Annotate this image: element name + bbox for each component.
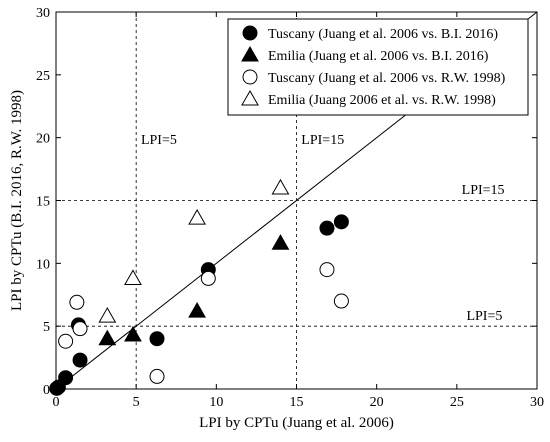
data-point-series-1 (58, 370, 74, 386)
legend: Tuscany (Juang et al. 2006 vs. B.I. 2016… (227, 18, 529, 116)
y-tick-label: 30 (36, 6, 50, 21)
legend-label-2: Emilia (Juang et al. 2006 vs. B.I. 2016) (268, 49, 489, 64)
data-points (49, 178, 349, 396)
threshold-annotation: LPI=15 (462, 183, 505, 198)
x-tick-label: 25 (450, 395, 464, 410)
x-tick-label: 0 (53, 395, 60, 410)
y-tick-label: 0 (43, 383, 50, 398)
data-point-series-3 (72, 321, 88, 337)
x-axis-title: LPI by CPTu (Juang et al. 2006) (199, 415, 394, 431)
data-point-series-4 (271, 178, 290, 195)
data-point-series-2 (124, 325, 142, 342)
data-point-series-3 (200, 270, 216, 286)
y-tick-label: 5 (43, 320, 50, 335)
threshold-annotation: LPI=5 (466, 309, 502, 324)
threshold-annotation: LPI=5 (141, 133, 177, 148)
x-tick-label: 5 (133, 395, 140, 410)
data-point-series-4 (188, 209, 207, 225)
legend-marker-3 (242, 69, 258, 85)
data-point-series-3 (333, 293, 349, 309)
annotations: LPI=5 LPI=15 LPI=15 LPI=5 (141, 133, 505, 324)
data-point-series-4 (124, 269, 142, 285)
legend-label-3: Tuscany (Juang et al. 2006 vs. R.W. 1998… (268, 71, 506, 86)
y-axis-title: LPI by CPTu (B.I. 2016, R.W. 1998) (9, 90, 25, 311)
legend-marker-1 (242, 25, 258, 41)
x-tick-label: 10 (209, 395, 223, 410)
x-tick-label: 20 (370, 395, 384, 410)
x-tick-label: 30 (530, 395, 544, 410)
legend-box (227, 18, 529, 116)
y-tick-label: 15 (36, 195, 50, 210)
y-tick-label: 20 (36, 132, 50, 147)
data-point-series-3 (69, 294, 85, 310)
y-tick-label: 10 (36, 257, 50, 272)
legend-marker-2 (241, 45, 259, 62)
y-tick-label: 25 (36, 69, 50, 84)
data-point-series-3 (149, 368, 165, 384)
legend-marker-4 (241, 89, 259, 106)
legend-label-4: Emilia (Juang 2006 et al. vs. R.W. 1998) (268, 93, 496, 108)
data-point-series-4 (98, 307, 117, 323)
data-point-series-1 (333, 214, 349, 230)
data-point-series-2 (98, 329, 117, 346)
data-point-series-1 (72, 352, 88, 368)
data-point-series-1 (149, 331, 165, 347)
threshold-annotation: LPI=15 (301, 133, 344, 148)
data-point-series-1 (319, 220, 335, 236)
legend-label-1: Tuscany (Juang et al. 2006 vs. B.I. 2016… (268, 27, 498, 42)
x-tick-label: 15 (290, 395, 304, 410)
axis-ticks: 0 5 10 15 20 25 30 0 5 10 15 20 25 30 (36, 6, 544, 410)
data-point-series-2 (188, 302, 207, 318)
data-point-series-3 (58, 333, 74, 349)
data-point-series-2 (271, 234, 290, 250)
data-point-series-3 (319, 262, 335, 278)
